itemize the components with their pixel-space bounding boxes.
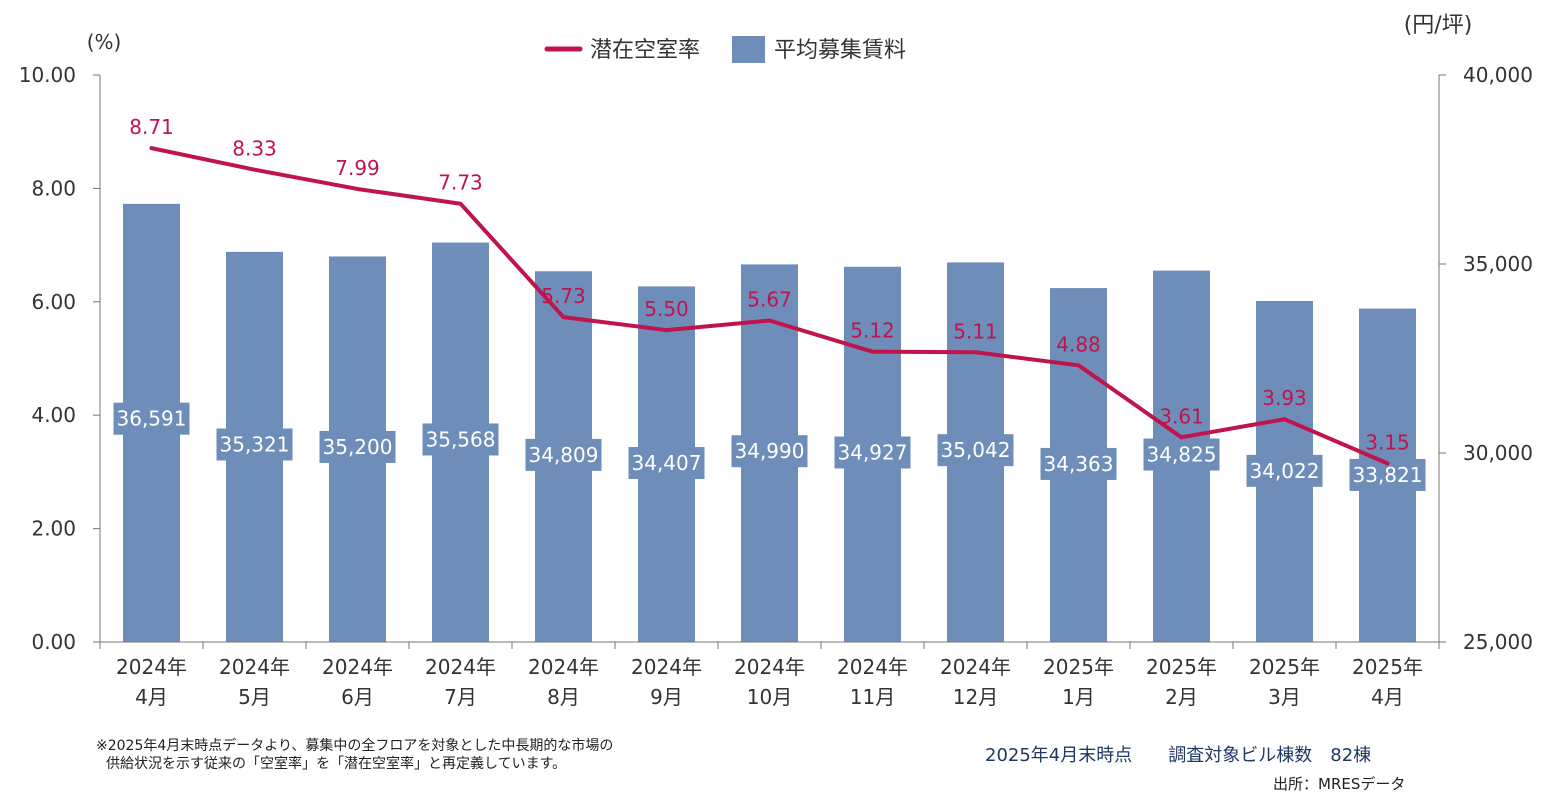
bar-label-4: 34,809 (529, 443, 599, 467)
source-credit: 出所：MRESデータ (1273, 775, 1406, 793)
right-tick-label-1: 30,000 (1463, 441, 1533, 465)
x-label-month-6: 10月 (747, 685, 792, 709)
x-label-month-0: 4月 (135, 685, 168, 709)
bar-label-11: 34,022 (1250, 459, 1320, 483)
bar-label-10: 34,825 (1147, 443, 1217, 467)
x-label-month-1: 5月 (238, 685, 271, 709)
x-label-year-8: 2024年 (940, 655, 1011, 679)
right-tick-label-3: 40,000 (1463, 63, 1533, 87)
bar-label-2: 35,200 (323, 435, 393, 459)
x-label-year-2: 2024年 (322, 655, 393, 679)
footnote: ※2025年4月末時点データより、募集中の全フロアを対象とした中長期的な市場の … (96, 737, 613, 773)
bar-label-box-9 (1040, 447, 1117, 480)
legend-line-label: 潜在空室率 (590, 38, 700, 63)
footnote-line-1: ※2025年4月末時点データより、募集中の全フロアを対象とした中長期的な市場の (96, 738, 614, 754)
line-label-2: 7.99 (335, 156, 380, 180)
bar-label-9: 34,363 (1044, 452, 1114, 476)
line-label-8: 5.11 (953, 319, 998, 343)
line-label-9: 4.88 (1056, 332, 1101, 356)
bar-label-7: 34,927 (838, 440, 908, 464)
x-label-year-5: 2024年 (631, 655, 702, 679)
x-label-year-10: 2025年 (1146, 655, 1217, 679)
left-tick-label-0: 0.00 (31, 630, 76, 654)
x-label-month-9: 1月 (1062, 685, 1095, 709)
line-label-11: 3.93 (1262, 386, 1307, 410)
bar-label-box-7 (834, 436, 911, 469)
line-label-1: 8.33 (232, 137, 277, 161)
x-label-year-11: 2025年 (1249, 655, 1320, 679)
bar-label-box-3 (422, 423, 499, 456)
bar-label-box-0 (113, 402, 190, 435)
left-tick-label-4: 8.00 (31, 176, 76, 200)
line-label-0: 8.71 (129, 115, 174, 139)
x-label-year-12: 2025年 (1352, 655, 1423, 679)
x-label-month-8: 12月 (953, 685, 998, 709)
left-tick-label-3: 6.00 (31, 290, 76, 314)
bar-label-box-4 (525, 438, 602, 471)
bar-label-8: 35,042 (941, 438, 1011, 462)
line-label-6: 5.67 (747, 288, 792, 312)
x-label-year-4: 2024年 (528, 655, 599, 679)
left-axis-unit: (%) (87, 30, 122, 54)
legend-bar-label: 平均募集賃料 (774, 38, 906, 63)
x-label-month-12: 4月 (1371, 685, 1404, 709)
bar-label-3: 35,568 (426, 427, 496, 451)
bar-label-box-1 (216, 428, 293, 461)
x-label-month-7: 11月 (850, 685, 895, 709)
vacancy-line (149, 146, 1390, 466)
bar-label-box-6 (731, 435, 808, 468)
bar-label-box-10 (1143, 438, 1220, 471)
x-label-year-1: 2024年 (219, 655, 290, 679)
x-label-year-6: 2024年 (734, 655, 805, 679)
left-tick-label-5: 10.00 (19, 63, 76, 87)
bar-label-5: 34,407 (632, 451, 702, 475)
bar-label-12: 33,821 (1353, 463, 1423, 487)
bar-label-box-5 (628, 447, 705, 480)
x-label-month-4: 8月 (547, 685, 580, 709)
x-label-year-0: 2024年 (116, 655, 187, 679)
x-label-month-10: 2月 (1165, 685, 1198, 709)
right-tick-label-0: 25,000 (1463, 630, 1533, 654)
right-tick-label-2: 35,000 (1463, 252, 1533, 276)
line-label-12: 3.15 (1365, 430, 1410, 454)
x-label-year-3: 2024年 (425, 655, 496, 679)
x-label-month-5: 9月 (650, 685, 683, 709)
line-label-4: 5.73 (541, 284, 586, 308)
survey-info: 2025年4月末時点 調査対象ビル棟数 82棟 (985, 745, 1372, 766)
bar-label-6: 34,990 (735, 439, 805, 463)
legend-bar-swatch (732, 36, 765, 63)
bar-label-box-8 (937, 434, 1014, 467)
x-label-month-3: 7月 (444, 685, 477, 709)
line-label-5: 5.50 (644, 297, 689, 321)
line-label-10: 3.61 (1159, 404, 1204, 428)
x-label-month-2: 6月 (341, 685, 374, 709)
bar-label-1: 35,321 (220, 432, 290, 456)
left-tick-label-1: 2.00 (31, 517, 76, 541)
line-label-7: 5.12 (850, 319, 895, 343)
footnote-line-2: 供給状況を示す従来の「空室率」を「潜在空室率」と再定義しています。 (106, 756, 567, 772)
x-label-month-11: 3月 (1268, 685, 1301, 709)
bar-label-box-11 (1246, 454, 1323, 487)
x-label-year-9: 2025年 (1043, 655, 1114, 679)
left-tick-label-2: 4.00 (31, 403, 76, 427)
line-label-3: 7.73 (438, 171, 483, 195)
bar-label-box-2 (319, 430, 396, 463)
bar-label-0: 36,591 (117, 407, 187, 431)
vacancy-rent-chart: 0.00 2.00 4.00 6.00 8.00 10.00 25,000 30,000 35,… (19, 13, 1533, 709)
right-axis-unit: (円/坪) (1404, 13, 1473, 38)
x-label-year-7: 2024年 (837, 655, 908, 679)
